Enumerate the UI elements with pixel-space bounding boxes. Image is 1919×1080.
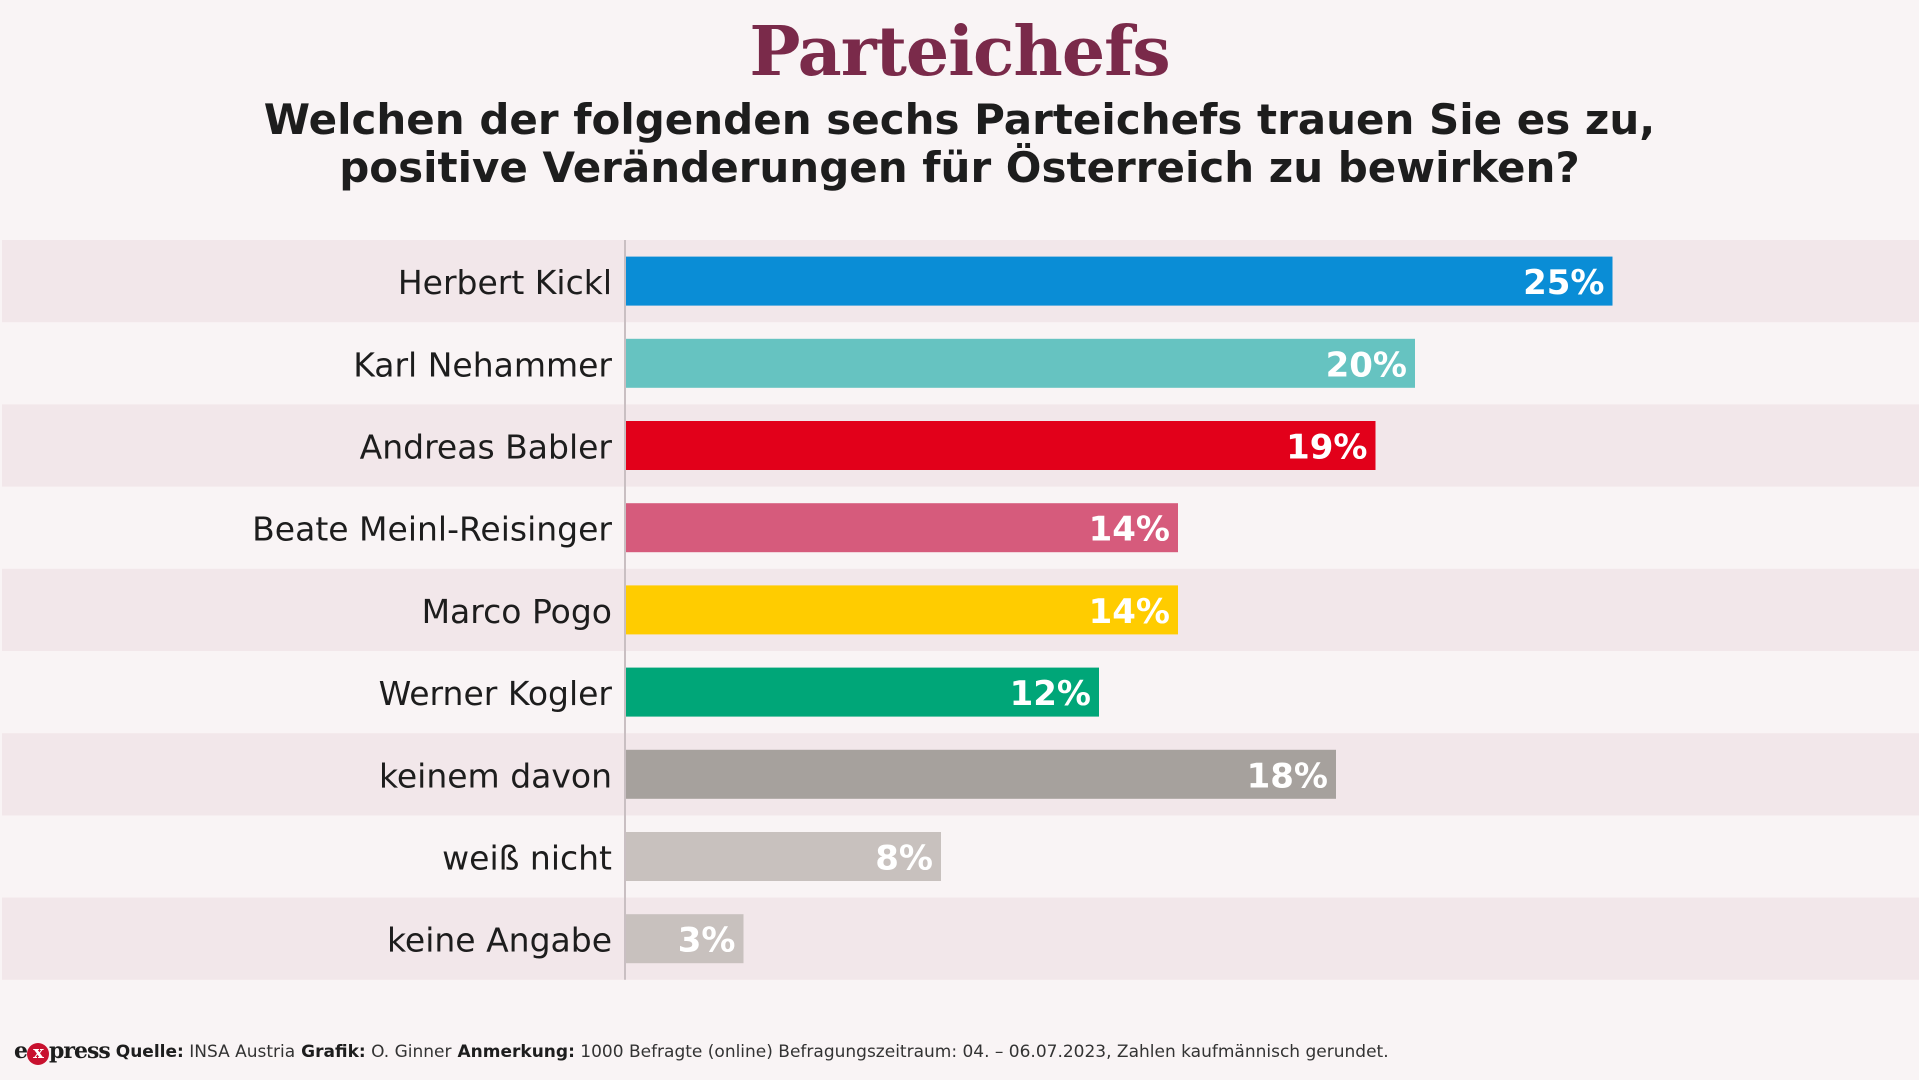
value-label-7: 8% bbox=[875, 839, 933, 879]
bar-1 bbox=[625, 338, 1415, 388]
category-label-5: Werner Kogler bbox=[379, 674, 613, 713]
note-value: 1000 Befragte (online) Befragungszeitrau… bbox=[580, 1041, 1389, 1062]
row-band-8 bbox=[2, 897, 1919, 980]
bar-3 bbox=[625, 503, 1178, 553]
express-logo: e x press bbox=[14, 1038, 111, 1065]
category-label-7: weiß nicht bbox=[442, 839, 612, 878]
category-label-0: Herbert Kickl bbox=[398, 263, 612, 302]
bar-0 bbox=[625, 256, 1613, 306]
logo-prefix: e bbox=[14, 1038, 28, 1064]
category-label-6: keinem davon bbox=[379, 756, 612, 795]
category-label-3: Beate Meinl-Reisinger bbox=[252, 510, 612, 549]
bar-2 bbox=[625, 421, 1376, 470]
value-label-4: 14% bbox=[1089, 592, 1170, 632]
value-label-2: 19% bbox=[1286, 428, 1367, 468]
bar-5 bbox=[625, 667, 1099, 717]
value-label-5: 12% bbox=[1010, 674, 1091, 714]
footer: e x press Quelle: INSA Austria Grafik: O. … bbox=[14, 1038, 1389, 1065]
value-label-6: 18% bbox=[1247, 756, 1328, 796]
bar-6 bbox=[625, 749, 1336, 799]
chart-subtitle: Welchen der folgenden sechs Parteichefs … bbox=[0, 96, 1919, 192]
bar-7 bbox=[625, 832, 941, 881]
category-label-1: Karl Nehammer bbox=[353, 345, 612, 384]
graphic-value: O. Ginner bbox=[371, 1041, 452, 1062]
subtitle-line-2: positive Veränderungen für Österreich zu… bbox=[339, 143, 1580, 192]
value-label-8: 3% bbox=[678, 921, 736, 961]
bar-8 bbox=[625, 914, 744, 964]
logo-x-mark: x bbox=[27, 1043, 49, 1065]
note-label: Anmerkung: bbox=[457, 1041, 575, 1062]
value-label-3: 14% bbox=[1089, 510, 1170, 550]
subtitle-line-1: Welchen der folgenden sechs Parteichefs … bbox=[263, 95, 1656, 144]
source-label: Quelle: bbox=[115, 1041, 184, 1062]
logo-suffix: press bbox=[49, 1038, 111, 1064]
chart-title: Parteichefs bbox=[749, 12, 1170, 92]
category-label-2: Andreas Babler bbox=[360, 428, 613, 467]
category-label-8: keine Angabe bbox=[387, 921, 612, 960]
bar-4 bbox=[625, 585, 1178, 635]
category-label-4: Marco Pogo bbox=[422, 592, 612, 631]
value-label-0: 25% bbox=[1523, 263, 1604, 303]
value-label-1: 20% bbox=[1326, 345, 1407, 385]
graphic-label: Grafik: bbox=[301, 1041, 366, 1062]
source-value: INSA Austria bbox=[189, 1041, 296, 1062]
